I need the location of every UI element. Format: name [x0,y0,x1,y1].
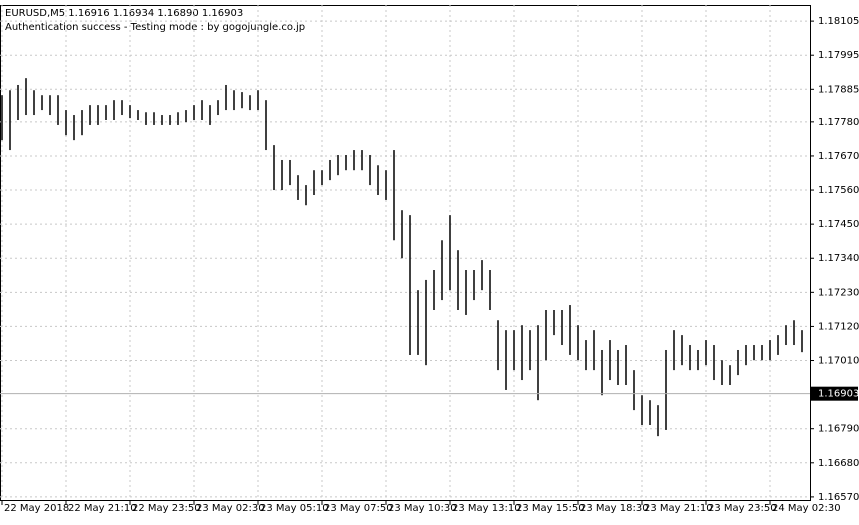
x-tick-label: 24 May 02:30 [772,503,841,514]
x-tick-label: 22 May 21:10 [68,503,137,514]
y-tick-label: 1.17885 [818,84,859,95]
y-tick-label: 1.18105 [818,16,859,27]
y-tick-label: 1.17010 [818,356,859,367]
y-tick-label: 1.17670 [818,151,859,162]
current-price-label: 1.16903 [818,389,859,400]
x-tick-label: 23 May 02:30 [196,503,265,514]
x-tick-label: 23 May 13:10 [452,503,521,514]
chart-title: EURUSD,M5 1.16916 1.16934 1.16890 1.1690… [5,8,243,19]
y-tick-label: 1.17780 [818,117,859,128]
y-tick-label: 1.17995 [818,50,859,61]
x-tick-label: 23 May 10:30 [388,503,457,514]
x-tick-label: 23 May 05:10 [260,503,329,514]
y-tick-label: 1.16790 [818,424,859,435]
plot-frame [0,5,811,501]
y-tick-label: 1.17340 [818,253,859,264]
y-tick-label: 1.17120 [818,321,859,332]
x-tick-label: 23 May 18:30 [580,503,649,514]
y-tick-label: 1.17450 [818,219,859,230]
x-tick-label: 23 May 07:50 [324,503,393,514]
x-tick-label: 22 May 2018 [4,503,69,514]
chart-subtitle: Authentication success - Testing mode : … [5,22,305,33]
y-tick-label: 1.16680 [818,458,859,469]
current-price-box [811,386,858,401]
x-tick-label: 23 May 15:50 [516,503,585,514]
x-tick-label: 22 May 23:50 [132,503,201,514]
x-tick-label: 23 May 21:10 [644,503,713,514]
y-tick-label: 1.17230 [818,287,859,298]
x-tick-label: 23 May 23:50 [708,503,777,514]
y-tick-label: 1.16570 [818,492,859,503]
y-tick-label: 1.17560 [818,185,859,196]
